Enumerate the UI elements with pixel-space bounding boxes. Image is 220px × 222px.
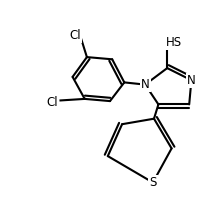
Text: N: N xyxy=(187,74,196,87)
Text: S: S xyxy=(149,176,157,189)
Text: Cl: Cl xyxy=(69,29,81,42)
Text: HS: HS xyxy=(166,36,182,49)
Text: N: N xyxy=(141,78,150,91)
Text: Cl: Cl xyxy=(46,96,57,109)
